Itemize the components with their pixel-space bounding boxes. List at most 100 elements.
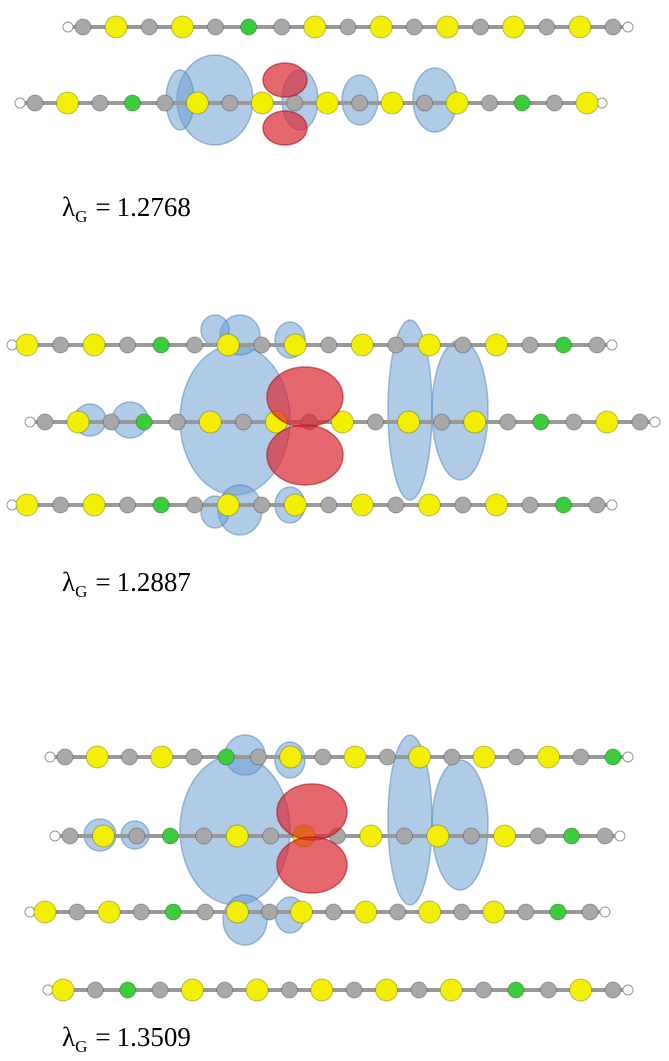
atom [197, 904, 213, 920]
atom [632, 414, 648, 430]
atom [151, 746, 173, 768]
atom [455, 497, 471, 513]
atom [133, 904, 149, 920]
negative-lobe [263, 63, 307, 97]
atom [83, 494, 105, 516]
atom [582, 904, 598, 920]
atom [396, 828, 412, 844]
atom [311, 979, 333, 1001]
atom [540, 982, 556, 998]
atom [129, 828, 145, 844]
relation: = [95, 567, 110, 597]
atom [576, 92, 598, 114]
atom [569, 16, 591, 38]
atom [555, 337, 571, 353]
atom [218, 749, 234, 765]
atom [284, 494, 306, 516]
atom [530, 828, 546, 844]
atom [53, 497, 69, 513]
atom [120, 497, 136, 513]
atom [284, 334, 306, 356]
atom [141, 19, 157, 35]
atom [605, 19, 621, 35]
atom [124, 95, 140, 111]
atom [446, 92, 468, 114]
atom [344, 746, 366, 768]
atom [217, 982, 233, 998]
atom [16, 334, 38, 356]
atom [398, 411, 420, 433]
atom [596, 411, 618, 433]
atom [434, 414, 450, 430]
hydrogen [650, 417, 660, 427]
atom [246, 979, 268, 1001]
atom [120, 337, 136, 353]
atom [418, 334, 440, 356]
atom [304, 16, 326, 38]
atom [570, 979, 592, 1001]
atom [222, 95, 238, 111]
atom [390, 904, 406, 920]
atom [254, 497, 270, 513]
negative-lobe [277, 784, 347, 840]
atom [52, 979, 74, 1001]
atom [589, 337, 605, 353]
hydrogen [15, 98, 25, 108]
atom [169, 414, 185, 430]
atom [152, 982, 168, 998]
atom [162, 828, 178, 844]
atom [417, 95, 433, 111]
atom [440, 979, 462, 1001]
atom [27, 95, 43, 111]
atom [514, 95, 530, 111]
atom [494, 825, 516, 847]
symbol: λ [62, 192, 75, 222]
atom [226, 901, 248, 923]
atom [83, 334, 105, 356]
atom [419, 901, 441, 923]
atom [120, 982, 136, 998]
atom [381, 92, 403, 114]
atom [254, 337, 270, 353]
atom [463, 828, 479, 844]
atom [355, 901, 377, 923]
atom [153, 337, 169, 353]
atom [263, 828, 279, 844]
atom [53, 337, 69, 353]
negative-lobe [267, 425, 343, 485]
atom [476, 982, 492, 998]
atom [370, 16, 392, 38]
atom [573, 749, 589, 765]
atom [105, 16, 127, 38]
atom [455, 337, 471, 353]
atom [290, 901, 312, 923]
value: 1.2768 [117, 192, 191, 222]
lambda-label: λG=1.2887 [62, 567, 191, 602]
atom [181, 979, 203, 1001]
value: 1.3509 [117, 1022, 191, 1052]
atom [75, 19, 91, 35]
atom [34, 901, 56, 923]
atom [482, 95, 498, 111]
atom [187, 337, 203, 353]
atom [67, 411, 89, 433]
hydrogen [25, 417, 35, 427]
atom [485, 494, 507, 516]
atom [483, 901, 505, 923]
atom [251, 92, 273, 114]
atom [153, 497, 169, 513]
lambda-label: λG=1.2768 [62, 192, 191, 227]
relation: = [95, 1022, 110, 1052]
atom [566, 414, 582, 430]
atom [533, 414, 549, 430]
value: 1.2887 [117, 567, 191, 597]
atom [485, 334, 507, 356]
atom [508, 749, 524, 765]
atom [346, 982, 362, 998]
atom [165, 904, 181, 920]
atom [379, 749, 395, 765]
atom [503, 16, 525, 38]
atom [473, 19, 489, 35]
atom [351, 334, 373, 356]
atom [57, 749, 73, 765]
